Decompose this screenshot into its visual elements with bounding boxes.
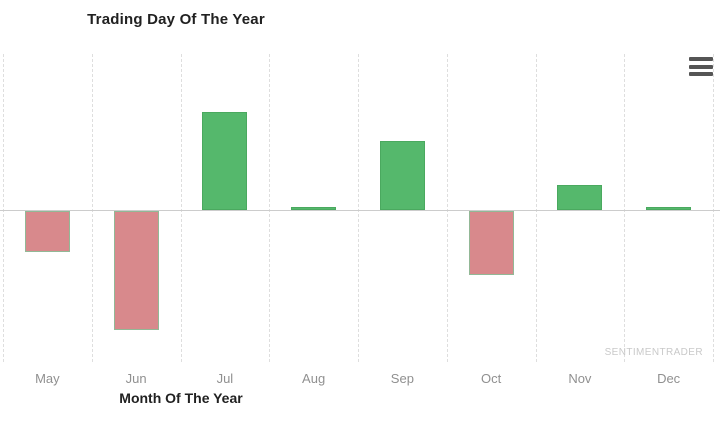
watermark: SENTIMENTRADER — [604, 347, 703, 358]
chart-title: Trading Day Of The Year — [87, 11, 265, 28]
vertical-gridline — [358, 54, 359, 362]
x-axis-label: Nov — [568, 371, 592, 386]
bar-sep[interactable] — [380, 141, 425, 210]
x-axis-label: Oct — [481, 371, 502, 386]
bar-nov[interactable] — [557, 185, 602, 210]
vertical-gridline — [713, 54, 714, 362]
hamburger-icon — [689, 57, 713, 61]
plot-area — [0, 54, 720, 362]
vertical-gridline — [91, 54, 93, 362]
x-axis-label: Sep — [390, 371, 414, 386]
x-axis-label: Jul — [216, 371, 234, 386]
x-axis-label: Jun — [125, 371, 147, 386]
vertical-gridline — [446, 54, 448, 362]
vertical-gridline — [269, 54, 271, 362]
chart-menu-button[interactable] — [689, 57, 714, 76]
bar-jul[interactable] — [202, 112, 247, 210]
vertical-gridline — [624, 54, 626, 362]
vertical-gridline — [3, 54, 4, 362]
bar-jun[interactable] — [114, 211, 159, 330]
x-axis-label: Aug — [302, 371, 326, 386]
hamburger-icon — [689, 64, 713, 69]
bar-dec[interactable] — [646, 207, 691, 210]
hamburger-icon — [689, 72, 713, 76]
x-axis-label: Dec — [657, 371, 681, 386]
bar-oct[interactable] — [469, 211, 514, 275]
vertical-gridline — [180, 54, 182, 362]
bar-aug[interactable] — [291, 207, 336, 210]
bar-may[interactable] — [25, 211, 70, 252]
x-axis-title: Month Of The Year — [119, 390, 243, 406]
x-axis-label: May — [35, 371, 60, 386]
vertical-gridline — [535, 54, 537, 362]
zero-axis-line — [0, 210, 720, 211]
